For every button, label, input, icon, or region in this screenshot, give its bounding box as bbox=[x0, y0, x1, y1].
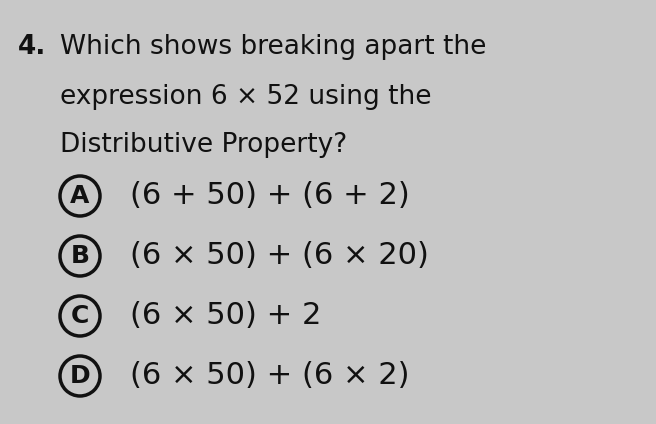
Text: A: A bbox=[70, 184, 90, 208]
Text: 4.: 4. bbox=[18, 34, 47, 60]
Text: (6 × 50) + 2: (6 × 50) + 2 bbox=[130, 301, 321, 330]
Text: C: C bbox=[71, 304, 89, 328]
Text: Which shows breaking apart the: Which shows breaking apart the bbox=[60, 34, 486, 60]
Text: Distributive Property?: Distributive Property? bbox=[60, 132, 347, 158]
Text: (6 × 50) + (6 × 20): (6 × 50) + (6 × 20) bbox=[130, 242, 429, 271]
Text: expression 6 × 52 using the: expression 6 × 52 using the bbox=[60, 84, 432, 110]
Text: D: D bbox=[70, 364, 91, 388]
Text: (6 × 50) + (6 × 2): (6 × 50) + (6 × 2) bbox=[130, 362, 409, 391]
Text: (6 + 50) + (6 + 2): (6 + 50) + (6 + 2) bbox=[130, 181, 410, 210]
Text: B: B bbox=[70, 244, 89, 268]
